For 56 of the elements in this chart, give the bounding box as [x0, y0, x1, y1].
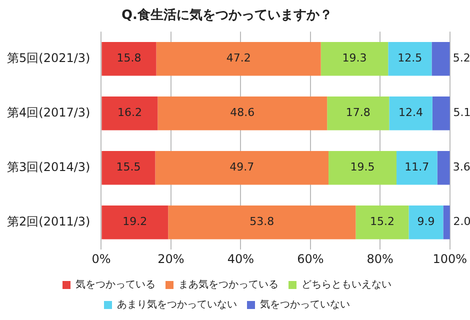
bar	[388, 42, 432, 76]
legend-label: まあ気をつかっている	[178, 280, 278, 291]
x-tick-label: 40%	[227, 252, 254, 266]
legend-label: 気をつかっている	[76, 280, 156, 291]
data-label: 47.2	[226, 52, 251, 65]
bar	[389, 96, 432, 130]
data-label: 15.8	[116, 52, 142, 65]
bar	[396, 150, 438, 185]
bar	[432, 96, 450, 130]
bar	[168, 205, 356, 240]
bar	[356, 205, 409, 240]
bar	[443, 205, 450, 240]
data-label: 19.5	[350, 160, 375, 174]
data-label: 49.7	[230, 160, 254, 174]
x-tick-label: 80%	[366, 252, 394, 266]
data-label: 9.9	[417, 215, 435, 228]
y-tick-label: 第5回(2021/3)	[6, 50, 90, 65]
bar	[102, 96, 158, 130]
data-label: 19.3	[342, 52, 367, 65]
bar	[437, 150, 450, 185]
chart-title: Q.食生活に気をつかっていますか？	[122, 8, 332, 24]
legend-label: あまり気をつかっていない	[117, 300, 237, 311]
x-tick-label: 100%	[432, 252, 468, 266]
bar	[156, 42, 321, 76]
data-label: 12.5	[398, 52, 422, 65]
y-tick-label: 第4回(2017/3)	[6, 105, 90, 120]
data-label: 17.8	[346, 106, 370, 120]
data-label: 11.7	[404, 160, 430, 174]
x-tick-label: 20%	[158, 252, 184, 266]
bar	[320, 42, 388, 76]
bar	[327, 96, 390, 130]
data-label: 15.5	[116, 160, 141, 174]
bar	[102, 42, 156, 76]
bar	[102, 150, 156, 185]
data-label: 5.1	[453, 106, 470, 120]
legend-label: 気をつかっていない	[260, 300, 350, 311]
data-label: 3.6	[452, 160, 470, 174]
bar	[328, 150, 397, 185]
data-label: 2.0	[453, 215, 470, 228]
bar	[432, 42, 450, 76]
data-label: 15.2	[370, 215, 394, 228]
bar	[158, 96, 328, 130]
y-tick-label: 第2回(2011/3)	[6, 214, 90, 228]
bar	[408, 205, 444, 240]
x-tick-label: 60%	[297, 252, 324, 266]
data-label: 19.2	[122, 215, 148, 228]
data-label: 12.4	[398, 106, 424, 120]
legend-label: どちらともいえない	[302, 280, 392, 291]
data-label: 48.6	[230, 106, 255, 120]
y-tick-label: 第3回(2014/3)	[6, 160, 90, 174]
bar	[155, 150, 329, 185]
data-label: 16.2	[117, 106, 142, 120]
data-label: 5.2	[452, 52, 470, 65]
bar	[102, 205, 168, 240]
data-label: 53.8	[250, 215, 274, 228]
x-tick-label: 0%	[92, 252, 111, 266]
